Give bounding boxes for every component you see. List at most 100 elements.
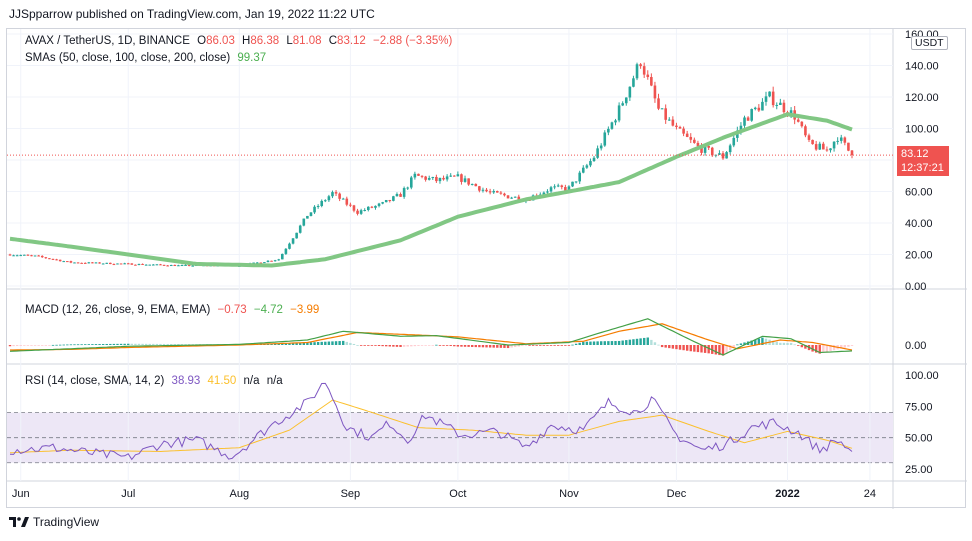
price-legend: AVAX / TetherUS, 1D, BINANCE O86.03 H86.… bbox=[25, 35, 456, 47]
rsi-label[interactable]: RSI (14, close, SMA, 14, 2) bbox=[25, 375, 165, 387]
macd-histogram-bar bbox=[162, 343, 166, 345]
candle-body bbox=[779, 102, 782, 105]
macd-histogram-bar bbox=[628, 339, 632, 345]
candle-body bbox=[184, 264, 187, 266]
macd-histogram-bar bbox=[392, 345, 395, 347]
candle-body bbox=[721, 153, 725, 159]
candle-body bbox=[739, 125, 743, 131]
candle-body bbox=[270, 260, 273, 262]
candle-body bbox=[69, 261, 73, 263]
macd-histogram-bar bbox=[109, 343, 112, 345]
macd-histogram-bar bbox=[850, 345, 854, 346]
macd-histogram-bar bbox=[664, 345, 667, 348]
rsi-axis-tick: 75.00 bbox=[905, 401, 933, 413]
candle-body bbox=[359, 210, 363, 214]
macd-histogram-bar bbox=[757, 338, 761, 345]
macd-histogram-bar bbox=[342, 340, 345, 345]
candle-body bbox=[768, 91, 771, 97]
candle-body bbox=[324, 200, 327, 202]
macd-histogram-bar bbox=[445, 345, 449, 346]
rsi-line bbox=[9, 382, 853, 461]
macd-histogram-bar bbox=[152, 343, 155, 345]
candle-body bbox=[331, 192, 334, 197]
candle-body bbox=[134, 264, 137, 266]
candle-body bbox=[277, 259, 281, 261]
macd-histogram-bar bbox=[119, 343, 123, 345]
macd-histogram-bar bbox=[41, 345, 44, 346]
macd-histogram-bar bbox=[66, 344, 69, 346]
footer-brand[interactable]: TradingView bbox=[33, 515, 100, 529]
macd-histogram-bar bbox=[159, 343, 162, 345]
macd-histogram-bar bbox=[635, 338, 639, 345]
macd-histogram-bar bbox=[596, 341, 599, 345]
macd-histogram-bar bbox=[668, 345, 671, 349]
candle-body bbox=[510, 197, 513, 199]
chart-canvas[interactable]: 0.0020.0040.0060.0080.00100.00120.00140.… bbox=[7, 29, 967, 509]
macd-histogram-bar bbox=[177, 344, 180, 345]
candle-body bbox=[255, 262, 259, 264]
macd-histogram-bar bbox=[58, 344, 62, 346]
candle-body bbox=[252, 262, 255, 264]
candle-body bbox=[51, 258, 55, 260]
candle-body bbox=[642, 66, 646, 75]
candle-body bbox=[607, 128, 610, 133]
macd-histogram-bar bbox=[632, 339, 635, 345]
macd-histogram-bar bbox=[424, 345, 427, 346]
candle-body bbox=[761, 101, 764, 111]
candle-body bbox=[700, 146, 703, 153]
candle-body bbox=[728, 145, 732, 153]
candle-body bbox=[58, 259, 62, 262]
time-axis-tick: Sep bbox=[341, 488, 361, 500]
candle-body bbox=[664, 108, 667, 120]
macd-legend[interactable]: MACD (12, 26, close, 9, EMA, EMA) −0.73 … bbox=[25, 304, 323, 316]
candle-body bbox=[345, 198, 349, 205]
macd-histogram-bar bbox=[786, 342, 789, 345]
macd-histogram-bar bbox=[589, 341, 592, 345]
candle-body bbox=[506, 195, 510, 199]
macd-histogram-bar bbox=[26, 345, 30, 346]
candle-body bbox=[80, 262, 83, 264]
candle-body bbox=[847, 142, 850, 151]
macd-histogram-bar bbox=[646, 337, 649, 345]
candle-body bbox=[463, 178, 467, 182]
macd-histogram-bar bbox=[123, 343, 126, 345]
candle-body bbox=[15, 255, 19, 257]
candle-body bbox=[320, 200, 324, 206]
sma-legend[interactable]: SMAs (50, close, 100, close, 200, close)… bbox=[25, 52, 270, 64]
macd-histogram-bar bbox=[435, 344, 438, 346]
candle-body bbox=[402, 188, 406, 197]
symbol-label[interactable]: AVAX / TetherUS, 1D, BINANCE bbox=[25, 35, 190, 47]
last-price-value: 83.12 bbox=[901, 148, 929, 160]
time-axis-tick: 24 bbox=[864, 488, 876, 500]
macd-histogram-bar bbox=[779, 342, 782, 345]
candle-body bbox=[8, 254, 12, 256]
sma-label[interactable]: SMAs (50, close, 100, close, 200, close) bbox=[25, 52, 231, 64]
currency-badge[interactable]: USDT bbox=[911, 36, 948, 50]
candle-body bbox=[417, 173, 420, 176]
macd-histogram-bar bbox=[402, 345, 406, 347]
macd-histogram-bar bbox=[91, 344, 94, 345]
footer[interactable]: TradingView bbox=[9, 515, 99, 529]
candle-body bbox=[564, 187, 567, 191]
macd-histogram-bar bbox=[488, 345, 492, 348]
chart-frame[interactable]: 0.0020.0040.0060.0080.00100.00120.00140.… bbox=[6, 28, 967, 509]
candle-body bbox=[180, 265, 184, 267]
macd-histogram-bar bbox=[825, 345, 829, 352]
candle-body bbox=[87, 262, 91, 264]
macd-histogram-bar bbox=[671, 345, 675, 349]
candle-body bbox=[101, 263, 105, 265]
macd-label[interactable]: MACD (12, 26, close, 9, EMA, EMA) bbox=[25, 304, 211, 316]
candle-body bbox=[449, 175, 453, 177]
macd-histogram-bar bbox=[474, 345, 477, 348]
candle-body bbox=[137, 263, 141, 265]
candle-body bbox=[381, 202, 384, 204]
rsi-legend[interactable]: RSI (14, close, SMA, 14, 2) 38.93 41.50 … bbox=[25, 375, 287, 387]
macd-histogram-bar bbox=[707, 345, 710, 354]
macd-histogram-bar bbox=[463, 345, 467, 347]
candle-body bbox=[40, 255, 44, 258]
candle-body bbox=[671, 119, 675, 126]
publisher-header: JJSpparrow published on TradingView.com,… bbox=[9, 7, 375, 21]
candle-body bbox=[822, 143, 825, 150]
candle-body bbox=[757, 107, 761, 111]
macd-histogram-bar bbox=[599, 341, 603, 345]
